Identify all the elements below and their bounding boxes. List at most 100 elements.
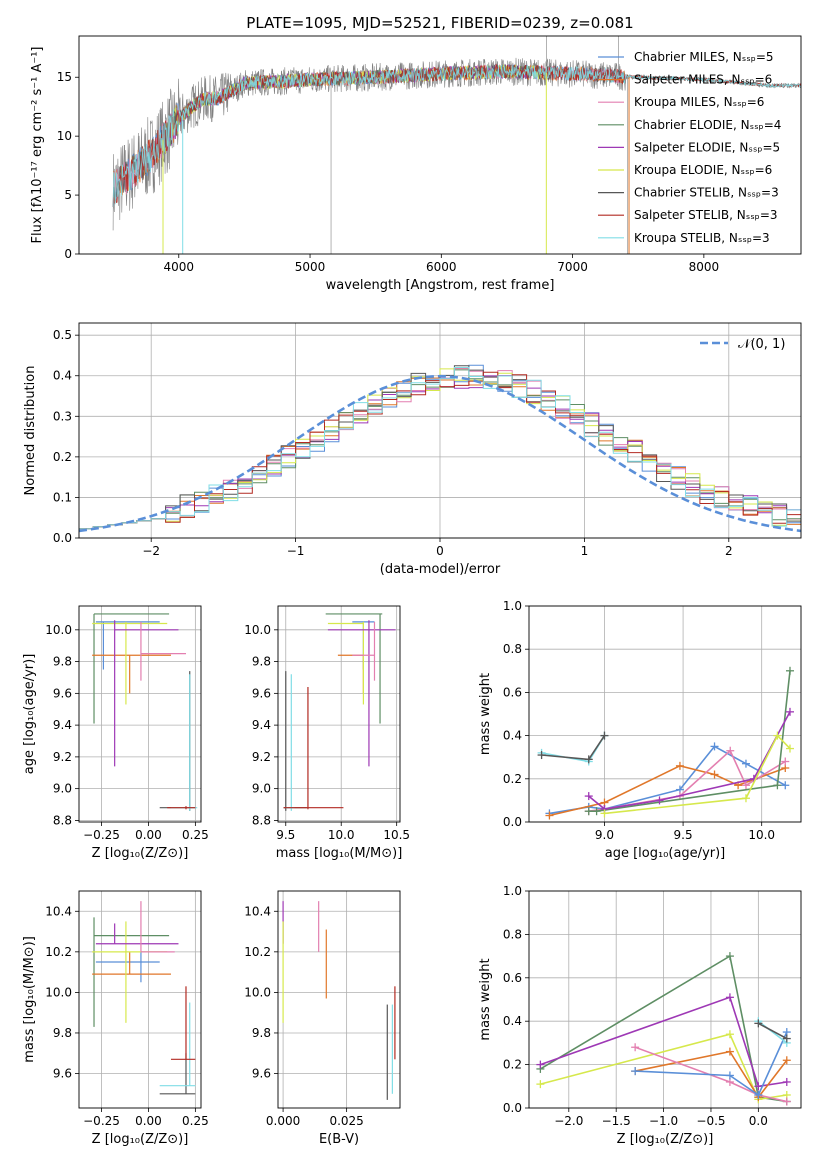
- x-tick-label: 1: [581, 544, 589, 558]
- axes-mass_vs_ebv: 0.000 0.025 9.6 9.8 10.0 10.2 10.4 E(B-V): [244, 890, 401, 1147]
- x-axis-label: mass [log₁₀(M/M⊙)]: [276, 846, 403, 861]
- weight-line-3: [634, 1050, 788, 1099]
- x-tick-label: 0.25: [182, 828, 209, 842]
- x-tick-label: 0.025: [329, 1114, 363, 1128]
- axes-spectrum: 4000 5000 6000 7000 8000 0 5 10 15 wavelength [An…: [30, 35, 802, 293]
- plus-marker: [741, 759, 750, 768]
- y-tick-label: 0.0: [53, 531, 72, 545]
- plus-marker: [726, 746, 735, 755]
- y-tick-label: 0.1: [53, 490, 72, 504]
- x-tick-label: 9.5: [674, 828, 693, 842]
- plus-marker: [782, 1097, 791, 1106]
- plus-marker: [725, 952, 734, 961]
- y-tick-label: 5: [64, 188, 72, 202]
- x-axis-label: wavelength [Angstrom, rest frame]: [326, 278, 555, 293]
- weight-line-7: [758, 1022, 788, 1040]
- y-axis-label: Flux [fλ10⁻¹⁷ erg cm⁻² s⁻¹ A⁻¹]: [30, 47, 45, 244]
- plus-marker: [545, 811, 554, 820]
- plus-marker: [600, 809, 609, 818]
- plus-marker: [710, 742, 719, 751]
- x-tick-label: 10.0: [328, 828, 355, 842]
- legend-entry: Salpeter STELIB, Nₛₛₚ=3: [634, 208, 778, 222]
- error-bar-point-4: [95, 923, 179, 945]
- y-tick-label: 9.0: [252, 782, 271, 796]
- legend-entry: Kroupa ELODIE, Nₛₛₚ=6: [634, 163, 772, 177]
- axes-frame: [528, 605, 802, 823]
- plus-marker: [781, 757, 790, 766]
- y-tick-label: 0.6: [503, 971, 522, 985]
- error-bar-point-1: [95, 621, 160, 670]
- y-tick-label: 0.0: [503, 815, 522, 829]
- y-tick-label: 15: [57, 70, 72, 84]
- plus-marker: [725, 1071, 734, 1080]
- y-tick-label: 9.8: [53, 655, 72, 669]
- y-axis-label: Normed distribution: [23, 366, 38, 496]
- weight-line-7: [604, 734, 791, 815]
- histogram-8: [79, 367, 801, 530]
- x-axis-label: Z [log₁₀(Z/Z⊙)]: [617, 1132, 714, 1147]
- error-bar-point-1: [95, 951, 160, 983]
- weight-line-5: [635, 1031, 788, 1097]
- plus-marker: [773, 731, 782, 740]
- y-tick-label: 10.0: [45, 623, 72, 637]
- legend-entry: Chabrier STELIB, Nₛₛₚ=3: [634, 186, 779, 200]
- error-bar-point-5: [352, 621, 376, 681]
- plus-marker: [584, 755, 593, 764]
- legend-entry: 𝒩(0, 1): [738, 337, 785, 352]
- plot-area: [283, 613, 396, 811]
- y-tick-label: 10.0: [244, 985, 271, 999]
- legend-entry: Salpeter ELODIE, Nₛₛₚ=5: [634, 140, 780, 154]
- plus-marker: [785, 744, 794, 753]
- y-tick-label: 1.0: [503, 884, 522, 898]
- plus-marker: [741, 781, 750, 790]
- weight-line-0: [539, 954, 787, 1103]
- chart-title: PLATE=1095, MJD=52521, FIBERID=0239, z=0…: [246, 14, 633, 32]
- y-tick-label: 0.8: [503, 927, 522, 941]
- plot-area: [537, 666, 794, 820]
- x-tick-label: −0.5: [696, 1114, 725, 1128]
- normal-curve: [79, 374, 801, 533]
- error-bar-point-0: [93, 613, 170, 724]
- y-tick-label: 0.4: [503, 1014, 522, 1028]
- legend-entry: Chabrier ELODIE, Nₛₛₚ=4: [634, 118, 781, 132]
- error-bar-point-8: [167, 806, 196, 810]
- error-bar-point-7: [285, 674, 295, 811]
- x-tick-label: 0.00: [135, 1114, 162, 1128]
- error-bar-point-7: [170, 674, 198, 811]
- plus-marker: [773, 781, 782, 790]
- plus-marker: [655, 796, 664, 805]
- axes-frame: [78, 35, 802, 255]
- plus-marker: [592, 807, 601, 816]
- y-tick-label: 10.2: [45, 945, 72, 959]
- plus-marker: [741, 794, 750, 803]
- y-axis-label: age [log₁₀(age/yr)]: [22, 654, 37, 775]
- plus-marker: [754, 1082, 763, 1091]
- plot-area: [92, 901, 196, 1095]
- y-tick-label: 0.4: [53, 369, 72, 383]
- y-tick-label: 9.0: [53, 782, 72, 796]
- error-bar-point-5: [140, 901, 175, 953]
- y-tick-label: 9.6: [252, 686, 271, 700]
- x-tick-label: 5000: [295, 260, 326, 274]
- model-line-1: [112, 64, 633, 207]
- x-tick-label: −2: [142, 544, 160, 558]
- plus-marker: [785, 707, 794, 716]
- x-axis-label: (data-model)/error: [380, 562, 501, 577]
- x-tick-label: 9.0: [595, 828, 614, 842]
- plus-marker: [537, 751, 546, 760]
- plot-area: [536, 952, 791, 1106]
- axes-age_vs_mass: 9.5 10.0 10.5 8.8 9.0 9.2 9.4 9.6 9.8 10.0 mass [l…: [244, 605, 410, 861]
- plus-marker: [725, 1047, 734, 1056]
- error-bar-point-6: [159, 1053, 196, 1095]
- plus-marker: [782, 1056, 791, 1065]
- y-tick-label: 9.6: [53, 1067, 72, 1081]
- legend-entry: Chabrier MILES, Nₛₛₚ=5: [634, 50, 774, 64]
- x-tick-label: 0.25: [182, 1114, 209, 1128]
- x-tick-label: 10.0: [748, 828, 775, 842]
- y-tick-label: 0.2: [53, 450, 72, 464]
- x-tick-label: −2.0: [554, 1114, 583, 1128]
- y-tick-label: 8.8: [252, 813, 271, 827]
- x-axis-label: Z [log₁₀(Z/Z⊙)]: [92, 1132, 189, 1147]
- plus-marker: [754, 1090, 763, 1099]
